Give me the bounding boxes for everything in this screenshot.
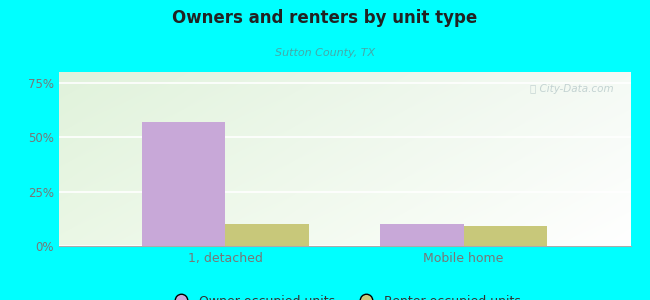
Bar xyxy=(226,224,309,246)
Text: ⓘ City-Data.com: ⓘ City-Data.com xyxy=(530,84,614,94)
Bar xyxy=(463,226,547,246)
Bar xyxy=(380,224,463,246)
Bar xyxy=(142,122,226,246)
Text: Owners and renters by unit type: Owners and renters by unit type xyxy=(172,9,478,27)
Text: Sutton County, TX: Sutton County, TX xyxy=(275,48,375,58)
Legend: Owner occupied units, Renter occupied units: Owner occupied units, Renter occupied un… xyxy=(164,290,525,300)
